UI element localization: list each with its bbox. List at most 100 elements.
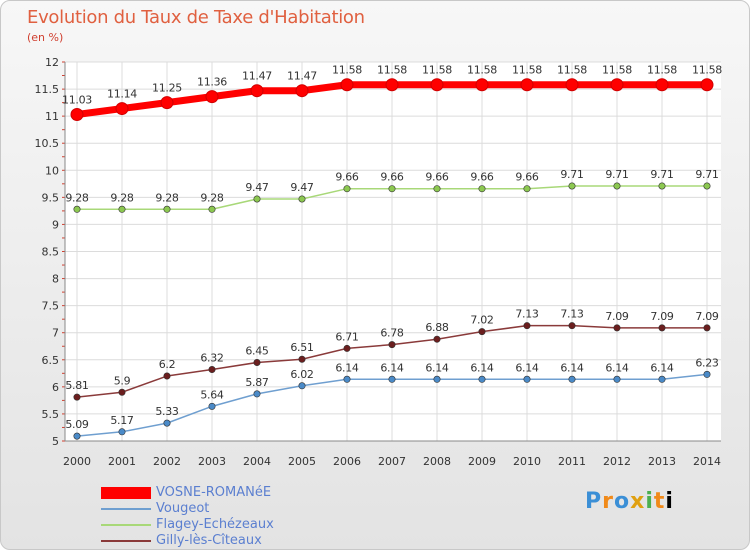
data-label: 9.66 xyxy=(335,171,359,184)
x-tick-label: 2012 xyxy=(603,455,631,468)
data-point xyxy=(250,84,264,98)
data-label: 6.32 xyxy=(200,352,223,365)
x-tick-label: 2000 xyxy=(63,455,91,468)
data-label: 11.36 xyxy=(197,76,227,89)
data-label: 11.58 xyxy=(557,64,587,77)
data-point xyxy=(298,355,306,363)
data-label: 7.09 xyxy=(650,310,674,323)
data-point xyxy=(613,375,621,383)
data-label: 9.66 xyxy=(470,171,494,184)
data-point xyxy=(658,182,666,190)
data-label: 11.58 xyxy=(647,64,677,77)
data-label: 6.23 xyxy=(695,356,719,369)
x-tick-label: 2001 xyxy=(108,455,136,468)
data-label: 5.87 xyxy=(245,376,269,389)
data-point xyxy=(253,390,261,398)
data-point xyxy=(208,205,216,213)
data-label: 6.78 xyxy=(380,327,404,340)
data-label: 5.09 xyxy=(65,418,89,431)
data-label: 9.47 xyxy=(290,181,314,194)
data-point xyxy=(478,328,486,336)
data-label: 11.47 xyxy=(287,70,317,83)
data-point xyxy=(298,382,306,390)
y-tick-label: 6 xyxy=(52,381,59,394)
data-point xyxy=(115,102,129,116)
data-point xyxy=(523,322,531,330)
data-point xyxy=(163,372,171,380)
x-tick-label: 2005 xyxy=(288,455,316,468)
data-point xyxy=(343,375,351,383)
data-label: 5.9 xyxy=(114,374,131,387)
data-point xyxy=(388,375,396,383)
data-label: 7.13 xyxy=(515,308,539,321)
data-label: 5.17 xyxy=(110,414,134,427)
data-point xyxy=(343,185,351,193)
data-label: 9.71 xyxy=(560,168,583,181)
data-point xyxy=(658,375,666,383)
data-label: 5.64 xyxy=(200,388,224,401)
data-point xyxy=(433,185,441,193)
data-label: 11.14 xyxy=(107,88,137,101)
x-tick-label: 2003 xyxy=(198,455,226,468)
data-label: 5.81 xyxy=(65,379,88,392)
x-tick-label: 2009 xyxy=(468,455,496,468)
data-label: 11.58 xyxy=(377,64,407,77)
data-label: 7.09 xyxy=(605,310,629,323)
x-tick-label: 2014 xyxy=(693,455,721,468)
data-point xyxy=(565,78,579,92)
data-point xyxy=(343,344,351,352)
data-point xyxy=(340,78,354,92)
data-point xyxy=(118,428,126,436)
data-point xyxy=(703,324,711,332)
data-point xyxy=(568,322,576,330)
data-point xyxy=(475,78,489,92)
data-point xyxy=(163,419,171,427)
data-label: 7.02 xyxy=(470,314,493,327)
data-point xyxy=(433,375,441,383)
data-label: 6.88 xyxy=(425,321,449,334)
data-point xyxy=(295,84,309,98)
data-point xyxy=(700,78,714,92)
data-label: 6.14 xyxy=(425,361,449,374)
data-point xyxy=(205,90,219,104)
x-tick-label: 2004 xyxy=(243,455,271,468)
data-label: 6.2 xyxy=(159,358,176,371)
data-point xyxy=(73,205,81,213)
data-label: 11.58 xyxy=(602,64,632,77)
x-tick-label: 2008 xyxy=(423,455,451,468)
data-point xyxy=(163,205,171,213)
x-tick-label: 2007 xyxy=(378,455,406,468)
data-point xyxy=(523,375,531,383)
data-label: 6.14 xyxy=(335,361,359,374)
data-point xyxy=(388,341,396,349)
data-point xyxy=(703,370,711,378)
data-point xyxy=(433,335,441,343)
y-tick-label: 9.5 xyxy=(42,191,60,204)
x-tick-label: 2006 xyxy=(333,455,361,468)
y-tick-label: 8 xyxy=(52,273,59,286)
data-point xyxy=(208,366,216,374)
data-point xyxy=(658,324,666,332)
data-label: 6.51 xyxy=(290,341,313,354)
data-label: 11.47 xyxy=(242,70,272,83)
data-label: 9.71 xyxy=(605,168,628,181)
data-label: 11.25 xyxy=(152,82,182,95)
data-point xyxy=(385,78,399,92)
data-point xyxy=(568,182,576,190)
legend-swatch-vougeot xyxy=(101,508,151,510)
data-label: 11.58 xyxy=(422,64,452,77)
data-point xyxy=(613,182,621,190)
x-tick-label: 2010 xyxy=(513,455,541,468)
legend-label-vougeot: Vougeot xyxy=(156,501,210,516)
x-tick-label: 2002 xyxy=(153,455,181,468)
y-tick-label: 12 xyxy=(45,56,59,69)
data-point xyxy=(568,375,576,383)
data-label: 6.14 xyxy=(650,361,674,374)
x-tick-label: 2011 xyxy=(558,455,586,468)
data-label: 11.58 xyxy=(692,64,722,77)
data-label: 11.58 xyxy=(467,64,497,77)
y-tick-label: 9 xyxy=(52,218,59,231)
data-label: 9.66 xyxy=(425,171,449,184)
